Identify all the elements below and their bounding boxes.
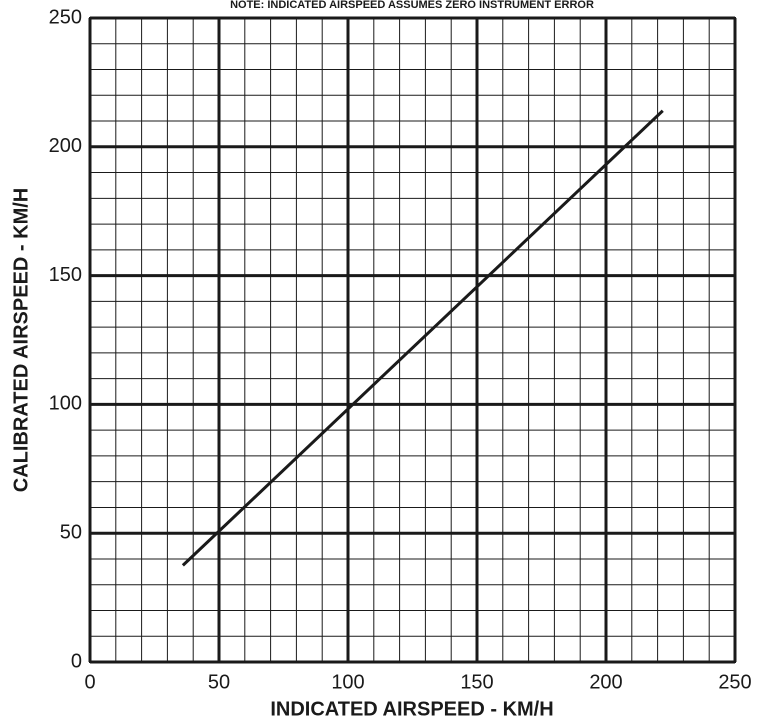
y-tick-label: 150 (49, 264, 82, 286)
plot-frame (89, 17, 736, 663)
x-tick-label: 50 (208, 671, 230, 693)
x-tick-label: 200 (589, 671, 622, 693)
y-axis-title: CALIBRATED AIRSPEED - KM/H (10, 188, 32, 492)
y-tick-label: 250 (49, 6, 82, 28)
chart-note: NOTE: INDICATED AIRSPEED ASSUMES ZERO IN… (230, 0, 594, 11)
x-tick-label: 100 (331, 671, 364, 693)
data-line (181, 109, 664, 567)
y-tick-label: 50 (60, 521, 82, 543)
x-tick-label: 150 (460, 671, 493, 693)
x-tick-label: 0 (84, 671, 95, 693)
y-tick-label: 200 (49, 135, 82, 157)
y-tick-label: 100 (49, 393, 82, 415)
y-tick-label: 0 (71, 650, 82, 672)
x-tick-label: 250 (718, 671, 751, 693)
x-axis-title: INDICATED AIRSPEED - KM/H (270, 698, 553, 720)
